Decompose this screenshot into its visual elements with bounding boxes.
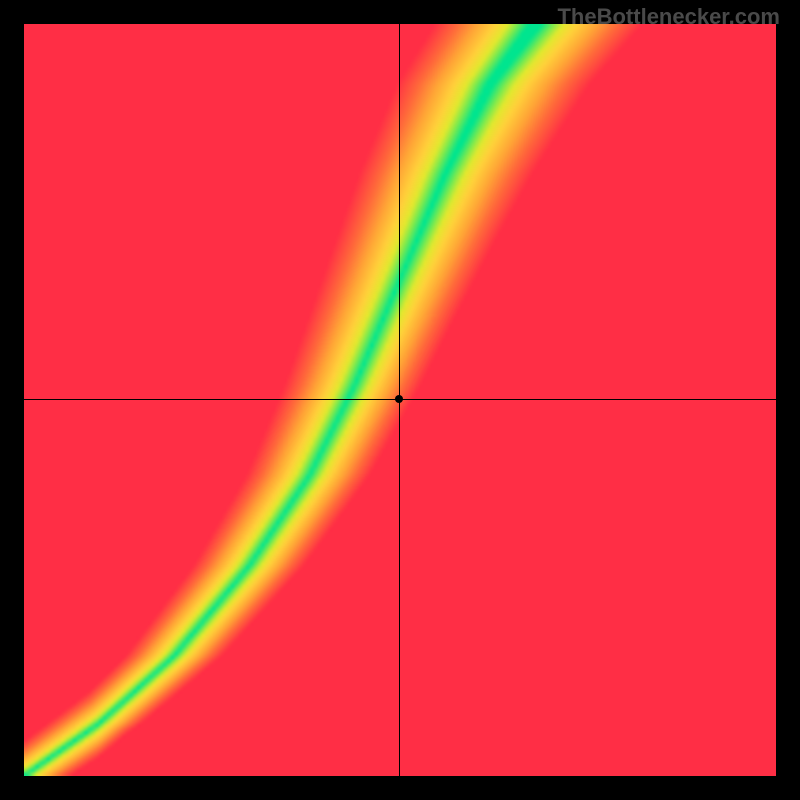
watermark-text: TheBottlenecker.com [557, 4, 780, 30]
